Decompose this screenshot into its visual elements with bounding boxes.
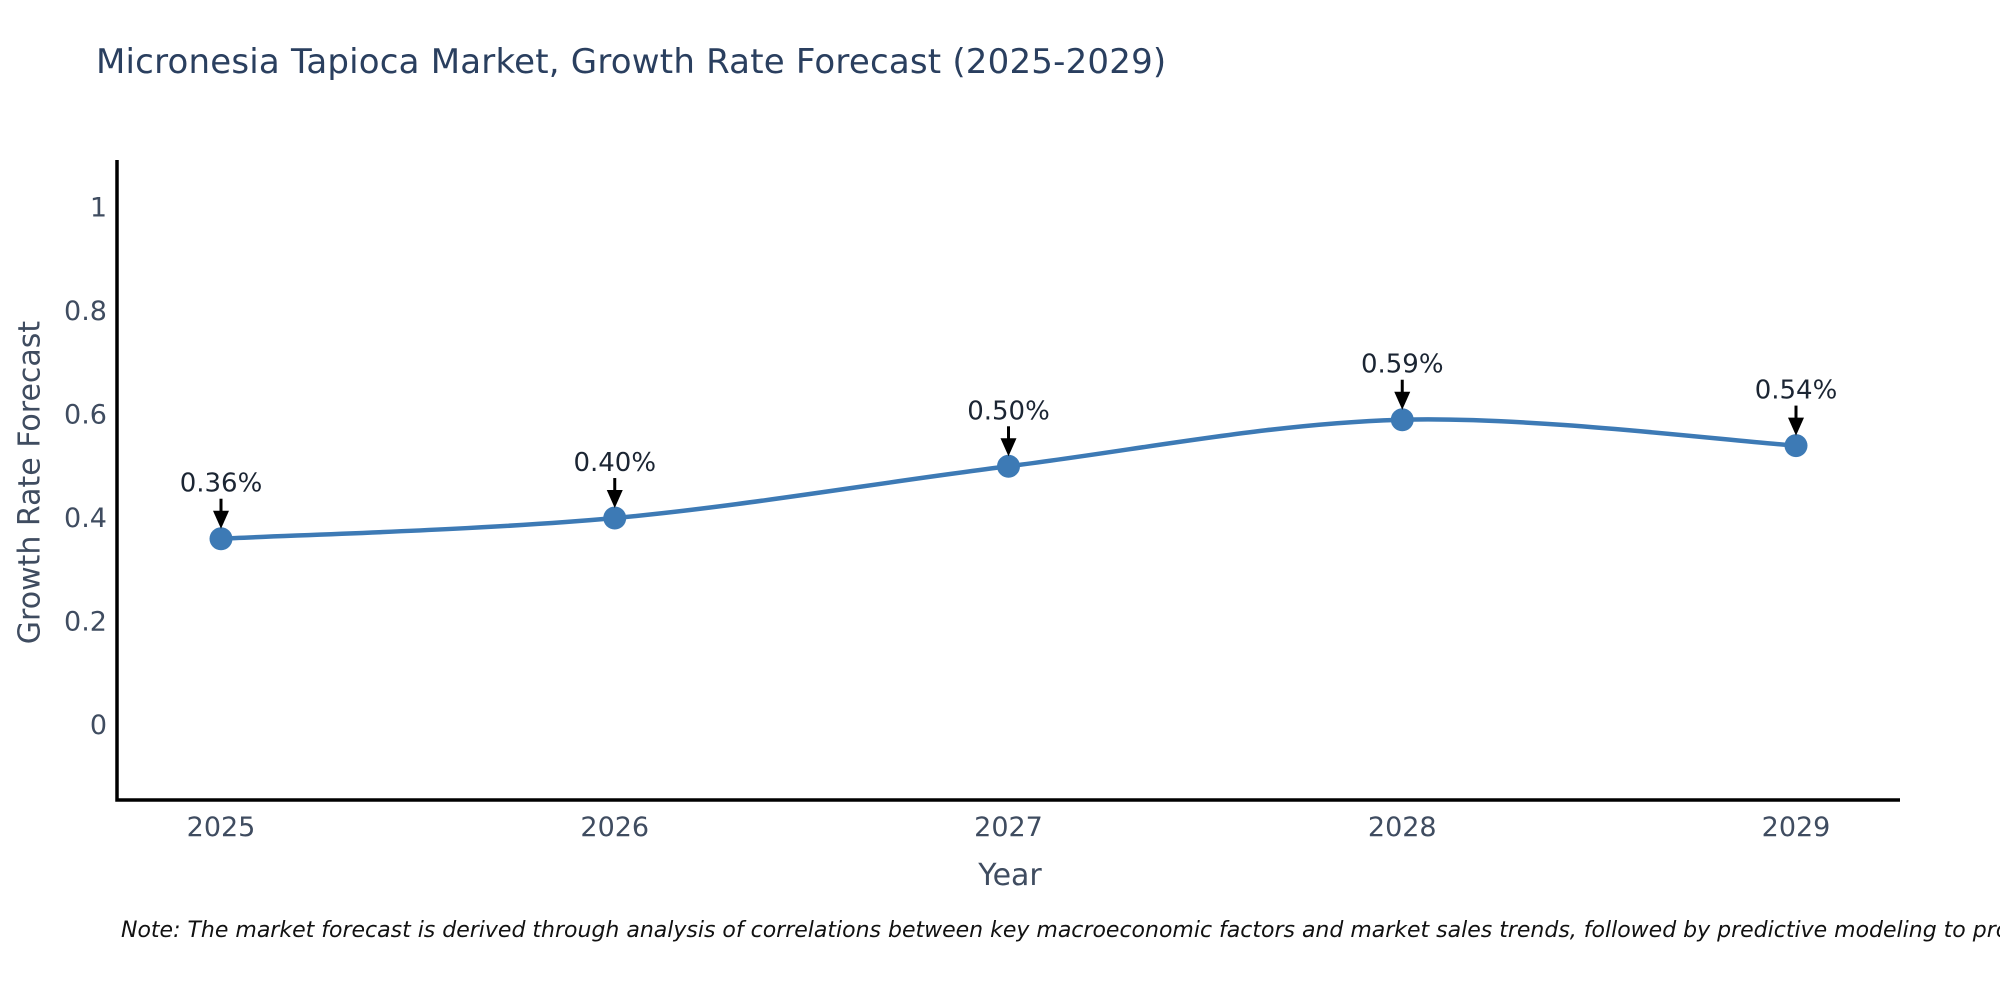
x-tick-label: 2025: [187, 812, 256, 843]
annotation-arrowhead: [1788, 417, 1804, 436]
annotation-arrowhead: [213, 510, 229, 529]
x-tick-label: 2026: [580, 812, 649, 843]
data-point-label: 0.36%: [180, 469, 263, 499]
footnote: Note: The market forecast is derived thr…: [121, 918, 2000, 943]
data-point-marker[interactable]: [997, 454, 1020, 478]
x-tick-label: 2028: [1368, 812, 1437, 843]
data-point-label: 0.50%: [967, 396, 1050, 426]
data-point-label: 0.54%: [1755, 376, 1838, 406]
x-tick-label: 2027: [974, 812, 1043, 843]
y-tick-label: 0.2: [64, 607, 107, 638]
y-tick-label: 0.6: [64, 400, 107, 431]
annotation-arrowhead: [606, 490, 623, 509]
x-tick-label: 2029: [1762, 812, 1831, 843]
y-tick-label: 0.4: [64, 503, 107, 534]
y-tick-label: 1: [90, 193, 107, 224]
data-point-marker[interactable]: [603, 506, 627, 530]
data-point-label: 0.59%: [1361, 350, 1444, 380]
annotation-arrowhead: [1394, 391, 1411, 410]
data-point-marker[interactable]: [209, 527, 233, 551]
axis-spines: [115, 160, 1900, 802]
chart-title: Micronesia Tapioca Market, Growth Rate F…: [96, 42, 1167, 82]
data-point-marker[interactable]: [1784, 434, 1808, 458]
data-point-marker[interactable]: [1390, 408, 1414, 432]
y-tick-label: 0: [90, 710, 107, 741]
data-point-label: 0.40%: [573, 448, 656, 478]
x-axis-title: Year: [978, 858, 1042, 893]
annotation-arrowhead: [1000, 438, 1017, 457]
y-tick-label: 0.8: [64, 296, 107, 327]
